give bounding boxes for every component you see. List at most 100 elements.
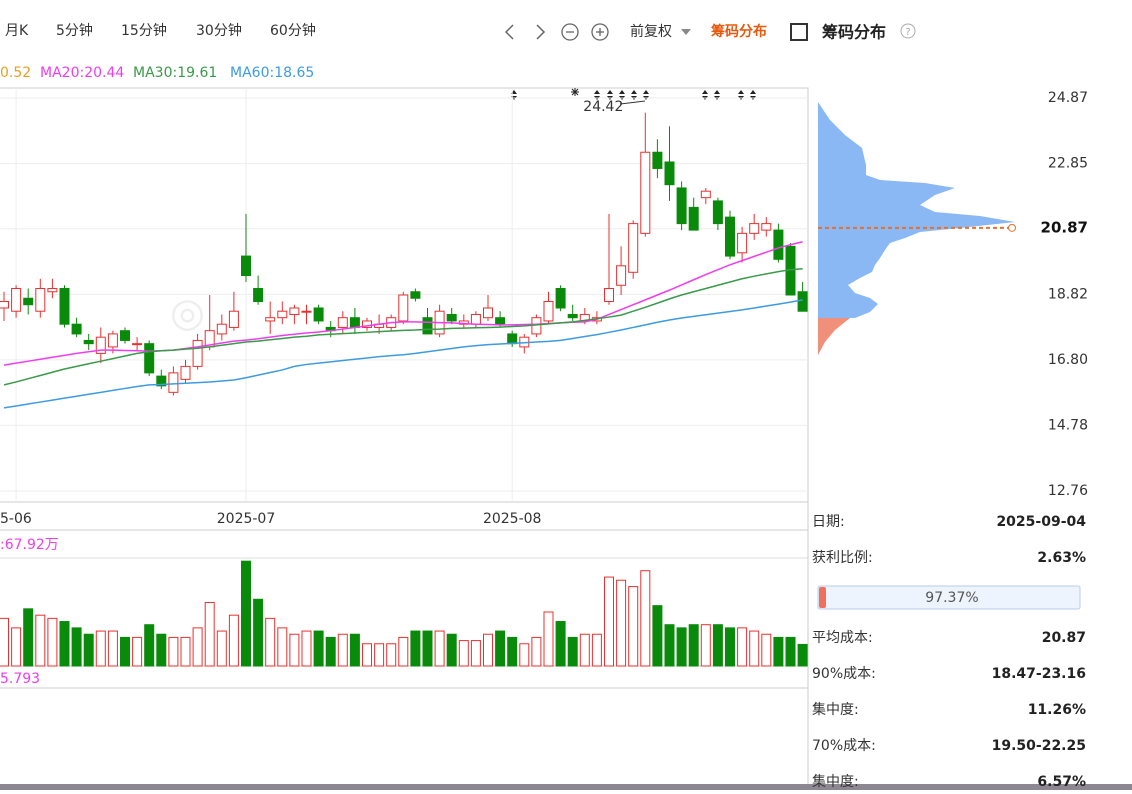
profit-bar-fill: [819, 587, 826, 608]
candle-body: [543, 300, 554, 322]
volume-bar: [47, 617, 58, 667]
current-price-bg: [1040, 218, 1090, 236]
y-tick-label: 18.82: [1048, 286, 1088, 302]
volume-bar: [749, 630, 760, 667]
info-label: 集中度:: [812, 701, 859, 718]
candle-body: [216, 323, 227, 335]
candle-body: [253, 288, 264, 302]
help-icon[interactable]: ?: [900, 23, 916, 39]
volume-bar: [374, 643, 385, 667]
period-tab[interactable]: 60分钟: [270, 22, 316, 39]
volume-bar: [216, 630, 227, 667]
candle-body: [107, 333, 118, 348]
volume-bar: [797, 643, 808, 667]
volume-bar: [156, 633, 167, 667]
volume-bar: [616, 579, 627, 667]
x-tick-label: 2025-07: [217, 511, 276, 527]
ma-line: [3, 267, 803, 386]
info-label: 获利比例:: [812, 550, 873, 566]
watermark: ◎: [170, 290, 205, 336]
volume-bar: [95, 630, 106, 667]
candle-body: [604, 288, 614, 302]
candle-body: [422, 317, 433, 335]
candle-body: [688, 206, 699, 231]
info-label: 集中度:: [812, 773, 859, 790]
volume-bar: [519, 643, 530, 667]
period-tab[interactable]: 月K: [5, 23, 29, 39]
volume-bar: [204, 601, 215, 667]
period-tab[interactable]: 15分钟: [121, 22, 167, 39]
candle-body: [616, 265, 627, 286]
candle-body: [23, 297, 34, 306]
candle-body: [495, 317, 506, 325]
volume-bar: [446, 633, 457, 667]
period-tab[interactable]: 30分钟: [196, 22, 242, 39]
info-label: 平均成本:: [812, 630, 873, 646]
volume-label: :67.92万: [0, 537, 59, 553]
volume-bar: [398, 636, 409, 667]
indicator-label: 5.793: [0, 671, 40, 687]
info-value: 11.26%: [1028, 702, 1086, 718]
volume-bar: [628, 586, 639, 667]
volume-bar: [555, 621, 566, 667]
ma-line: [3, 299, 803, 409]
candle-body: [11, 288, 22, 312]
volume-bar: [591, 633, 602, 667]
signal-marker: [594, 90, 600, 100]
y-tick-label: 12.76: [1048, 483, 1088, 499]
volume-bar: [253, 598, 264, 667]
candle-body: [761, 223, 772, 231]
panel-title: 筹码分布: [822, 23, 886, 42]
volume-bar: [83, 633, 94, 667]
candle-body: [349, 317, 360, 328]
volume-bar: [35, 614, 46, 667]
signal-marker: [738, 90, 744, 100]
volume-bar: [434, 630, 445, 667]
candle-body: [168, 372, 179, 393]
volume-bar: [688, 624, 699, 667]
signal-marker: [619, 90, 625, 100]
legend-entry: 0.52: [0, 65, 31, 81]
candle-body: [700, 190, 711, 199]
volume-bar: [579, 633, 590, 667]
bottom-bar: [0, 784, 1132, 790]
volume-bar: [180, 636, 191, 667]
volume-bar: [362, 643, 372, 667]
chip-tab[interactable]: 筹码分布: [711, 23, 767, 40]
zoom-in-button[interactable]: [591, 23, 609, 41]
volume-bar: [71, 627, 82, 667]
volume-bar: [664, 624, 675, 667]
fullscreen-icon[interactable]: [790, 23, 808, 41]
next-button[interactable]: [536, 24, 546, 40]
volume-bar: [483, 633, 493, 667]
period-tab[interactable]: 5分钟: [56, 22, 93, 39]
candle-body: [483, 307, 493, 319]
candle-body: [664, 161, 675, 186]
volume-bar: [640, 570, 651, 667]
candle-body: [132, 343, 143, 346]
candle-body: [640, 151, 651, 234]
volume-bar: [604, 576, 614, 667]
volume-bar: [325, 636, 336, 667]
volume-bar: [712, 624, 723, 667]
candle-body: [71, 323, 82, 335]
candle-body: [628, 223, 639, 273]
info-label: 日期:: [812, 514, 845, 530]
volume-bar: [386, 643, 397, 667]
volume-bar: [192, 627, 203, 667]
prev-button[interactable]: [504, 24, 514, 40]
volume-bar: [507, 636, 518, 667]
candle-body: [277, 310, 288, 319]
volume-bar: [301, 630, 312, 667]
x-tick-label: 2025-08: [483, 511, 542, 527]
adjust-dropdown[interactable]: 前复权: [630, 23, 672, 40]
volume-bar: [785, 636, 796, 667]
volume-bar: [422, 630, 433, 667]
signal-marker: [631, 90, 637, 100]
price-panel: [0, 87, 809, 503]
zoom-out-button[interactable]: [561, 23, 579, 41]
candle-body: [120, 330, 130, 341]
signal-marker: [714, 90, 720, 100]
candle-body: [301, 310, 312, 313]
volume-bar: [23, 608, 34, 667]
